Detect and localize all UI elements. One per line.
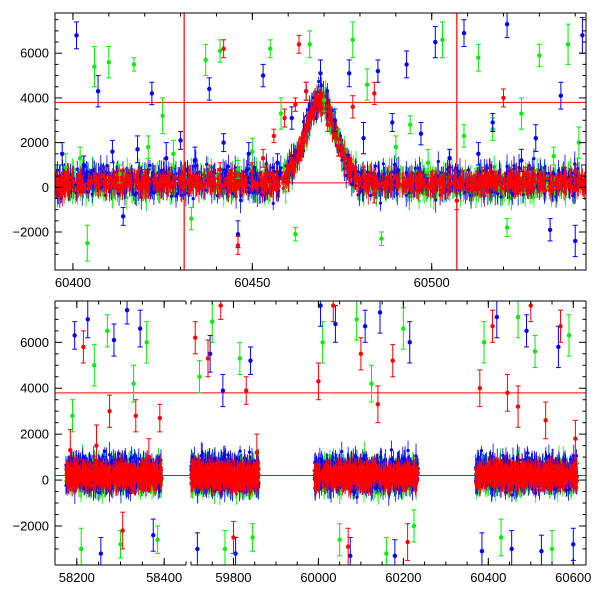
noise-point (286, 170, 289, 173)
noise-point (357, 184, 360, 187)
noise-point (91, 169, 94, 172)
noise-point (239, 199, 242, 202)
noise-point (412, 190, 415, 193)
noise-point (454, 181, 457, 184)
noise-point (153, 177, 156, 180)
noise-point (511, 192, 514, 195)
noise-point (293, 161, 296, 164)
noise-point (483, 186, 486, 189)
noise-point (135, 192, 138, 195)
noise-point (327, 105, 330, 108)
noise-point (486, 183, 489, 186)
noise-point (107, 175, 110, 178)
noise-point (282, 187, 285, 190)
noise-point (304, 134, 307, 137)
noise-point (552, 173, 555, 176)
noise-point (187, 190, 190, 193)
noise-point (403, 181, 406, 184)
noise-point (223, 184, 226, 187)
noise-point (377, 173, 380, 176)
noise-point (467, 168, 470, 171)
noise-point (454, 177, 457, 180)
noise-point (108, 186, 111, 189)
plot-area (54, 11, 588, 270)
noise-point (105, 187, 108, 190)
noise-point (437, 160, 440, 163)
noise-point (499, 195, 502, 198)
noise-point (369, 194, 372, 197)
noise-point (317, 80, 320, 83)
noise-point (272, 202, 275, 205)
noise-point (396, 192, 399, 195)
noise-point (399, 173, 402, 176)
noise-point (277, 185, 280, 188)
noise-point (334, 132, 337, 135)
noise-point (227, 165, 230, 168)
noise-point (390, 183, 393, 186)
noise-point (531, 167, 534, 170)
noise-point (290, 169, 293, 172)
noise-point (393, 163, 396, 166)
noise-point (505, 165, 508, 168)
noise-point (522, 193, 525, 196)
noise-point (91, 193, 94, 196)
noise-point (417, 199, 420, 202)
noise-point (213, 172, 216, 175)
noise-point (534, 174, 537, 177)
noise-point (148, 164, 151, 167)
noise-point (203, 181, 206, 184)
noise-point (186, 180, 189, 183)
noise-point (532, 157, 535, 160)
noise-point (512, 167, 515, 170)
noise-point (268, 179, 271, 182)
noise-point (576, 167, 579, 170)
noise-point (544, 176, 547, 179)
noise-point (373, 178, 376, 181)
noise-point (303, 131, 306, 134)
noise-point (104, 194, 107, 197)
noise-point (245, 184, 248, 187)
noise-point (174, 172, 177, 175)
noise-point (344, 157, 347, 160)
noise-point (192, 197, 195, 200)
noise-point (153, 182, 156, 185)
noise-point (379, 202, 382, 205)
noise-point (176, 192, 179, 195)
noise-point (382, 162, 385, 165)
noise-point (231, 195, 234, 198)
noise-point (250, 185, 253, 188)
noise-point (82, 187, 85, 190)
noise-point (149, 191, 152, 194)
noise-point (247, 167, 250, 170)
noise-point (416, 185, 419, 188)
noise-point (170, 195, 173, 198)
noise-point (268, 191, 271, 194)
noise-point (248, 191, 251, 194)
noise-point (266, 172, 269, 175)
noise-point (251, 191, 254, 194)
noise-point (135, 178, 138, 181)
